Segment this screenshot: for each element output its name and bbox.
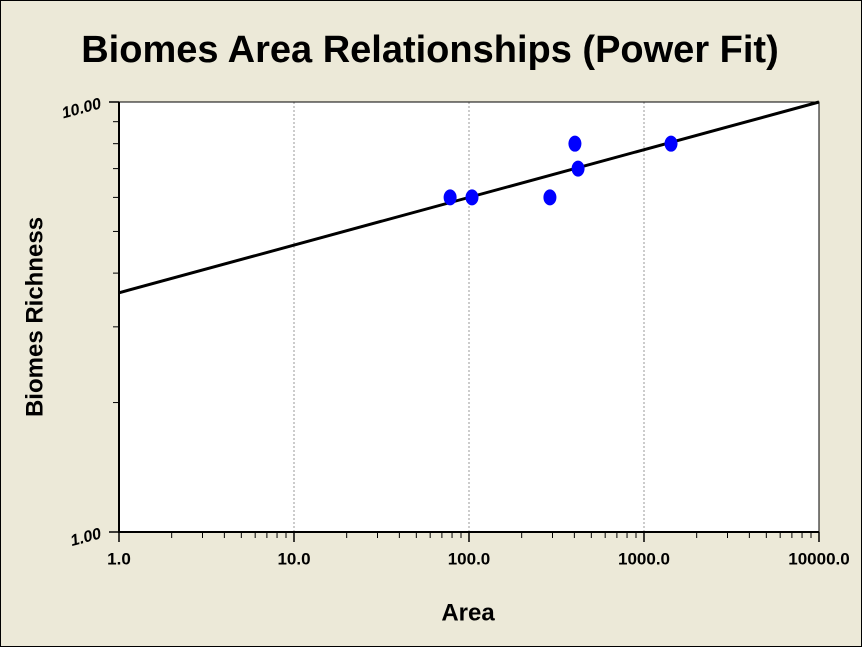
- x-tick-label: 10.0: [277, 549, 310, 568]
- data-point: [664, 135, 678, 152]
- y-axis-label: Biomes Richness: [21, 217, 48, 417]
- x-tick-label: 100.0: [448, 549, 491, 568]
- x-axis-label: Area: [441, 599, 495, 626]
- data-point: [443, 189, 457, 206]
- data-point: [568, 135, 582, 152]
- x-tick-label: 1.0: [107, 549, 131, 568]
- x-tick-label: 1000.0: [618, 549, 670, 568]
- data-point: [465, 189, 479, 206]
- x-tick-label: 10000.0: [788, 549, 849, 568]
- data-point: [571, 160, 585, 177]
- data-point: [543, 189, 557, 206]
- chart-title: Biomes Area Relationships (Power Fit): [81, 29, 779, 71]
- plot-area: [119, 102, 819, 532]
